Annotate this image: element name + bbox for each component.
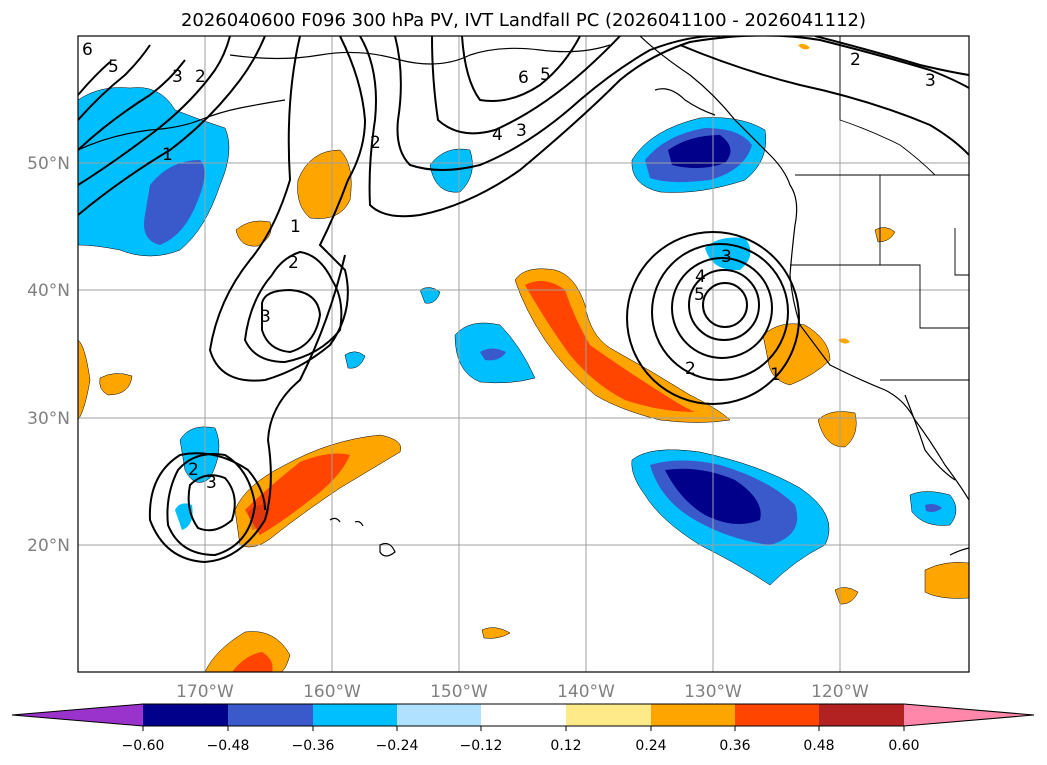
colorbar-tick-label: 0.60 — [888, 738, 919, 754]
colorbar-segment — [819, 704, 904, 726]
gridlines — [78, 36, 969, 672]
colorbar-segment — [481, 704, 566, 726]
positive-shading-region — [99, 373, 133, 396]
contour-label: 6 — [82, 40, 93, 60]
contour-label: 4 — [695, 267, 706, 287]
contour-label: 2 — [685, 359, 696, 379]
contour-label: 1 — [770, 365, 781, 385]
colorbar-segment — [143, 704, 228, 726]
lon-tick-label: 160°W — [303, 682, 361, 702]
lon-tick-label: 170°W — [176, 682, 234, 702]
pv-contours — [78, 36, 969, 564]
colorbar-tick-label: −0.48 — [207, 738, 250, 754]
negative-shading-region — [668, 135, 731, 169]
negative-shading-region — [705, 237, 751, 271]
contour-label: 1 — [162, 145, 173, 165]
colorbar-segment — [313, 704, 397, 726]
lat-tick-label: 50°N — [27, 154, 70, 174]
negative-shading-region — [144, 160, 205, 245]
negative-shading-region — [344, 351, 366, 369]
contour-label: 5 — [694, 285, 705, 305]
positive-shading-region — [78, 339, 91, 421]
colorbar-tick-label: 0.24 — [635, 738, 666, 754]
contour-label: 5 — [108, 57, 119, 77]
chart-title: 2026040600 F096 300 hPa PV, IVT Landfall… — [180, 10, 867, 31]
political-borders — [790, 36, 969, 381]
colorbar-segment — [566, 704, 651, 726]
contour-label: 2 — [850, 50, 861, 70]
lon-tick-label: 120°W — [811, 682, 869, 702]
negative-shading-region — [175, 503, 193, 530]
contour-label: 2 — [370, 133, 381, 153]
colorbar-extend-min — [12, 704, 143, 726]
positive-shading-region — [834, 587, 859, 605]
positive-shading-region — [235, 220, 272, 247]
contour-label: 3 — [516, 121, 527, 141]
contour-label: 3 — [172, 67, 183, 87]
lat-tick-label: 30°N — [27, 409, 70, 429]
positive-shading-region — [762, 323, 831, 386]
positive-shading-region — [245, 453, 350, 535]
contour-label: 2 — [195, 67, 206, 87]
positive-shading-region — [481, 627, 511, 639]
colorbar-tick-label: −0.36 — [292, 738, 335, 754]
colorbar-ticks — [142, 726, 905, 731]
colorbar: −0.60 −0.48 −0.36 −0.24 −0.12 0.12 0.24 … — [11, 703, 1035, 754]
colorbar-tick-label: −0.24 — [376, 738, 419, 754]
positive-shading-region — [838, 338, 850, 344]
contour-label: 2 — [288, 253, 299, 273]
colorbar-segment — [735, 704, 819, 726]
colorbar-tick-label: 0.48 — [803, 738, 834, 754]
coastlines — [78, 36, 969, 557]
contour-label: 1 — [290, 217, 301, 237]
shading-layer — [78, 44, 969, 672]
contour-label: 3 — [721, 247, 732, 267]
lat-tick-labels: 20°N 30°N 40°N 50°N — [27, 154, 70, 556]
lon-tick-label: 130°W — [684, 682, 742, 702]
lon-tick-label: 150°W — [430, 682, 488, 702]
map-frame — [77, 35, 970, 673]
contour-label: 3 — [206, 473, 217, 493]
colorbar-tick-label: 0.12 — [550, 738, 581, 754]
positive-shading-region — [924, 562, 969, 599]
positive-shading-region — [525, 281, 695, 412]
colorbar-segment — [397, 704, 481, 726]
pv-contour-labels: 6 5 3 2 1 1 2 3 2 6 5 4 3 2 3 3 4 5 2 1 … — [82, 40, 936, 493]
contour-label: 6 — [518, 68, 529, 88]
map-content: 6 5 3 2 1 1 2 3 2 6 5 4 3 2 3 3 4 5 2 1 … — [78, 36, 969, 672]
negative-shading-region — [925, 504, 942, 512]
positive-shading-region — [232, 652, 273, 672]
colorbar-extend-max — [904, 704, 1034, 726]
contour-label: 5 — [540, 65, 551, 85]
colorbar-segment — [228, 704, 313, 726]
contour-label: 2 — [188, 460, 199, 480]
negative-shading-region — [480, 348, 506, 361]
colorbar-segment — [651, 704, 735, 726]
lon-tick-labels: 170°W 160°W 150°W 140°W 130°W 120°W — [176, 682, 869, 702]
lat-tick-label: 20°N — [27, 536, 70, 556]
colorbar-tick-label: −0.60 — [122, 738, 165, 754]
colorbar-tick-label: −0.12 — [460, 738, 503, 754]
contour-label: 3 — [925, 71, 936, 91]
lon-tick-label: 140°W — [557, 682, 615, 702]
colorbar-tick-label: 0.36 — [719, 738, 750, 754]
positive-shading-region — [798, 44, 810, 50]
positive-shading-region — [297, 149, 352, 219]
contour-label: 3 — [260, 307, 271, 327]
lat-tick-label: 40°N — [27, 281, 70, 301]
negative-shading-region — [419, 287, 441, 304]
positive-shading-region — [817, 411, 857, 448]
contour-label: 4 — [492, 125, 503, 145]
